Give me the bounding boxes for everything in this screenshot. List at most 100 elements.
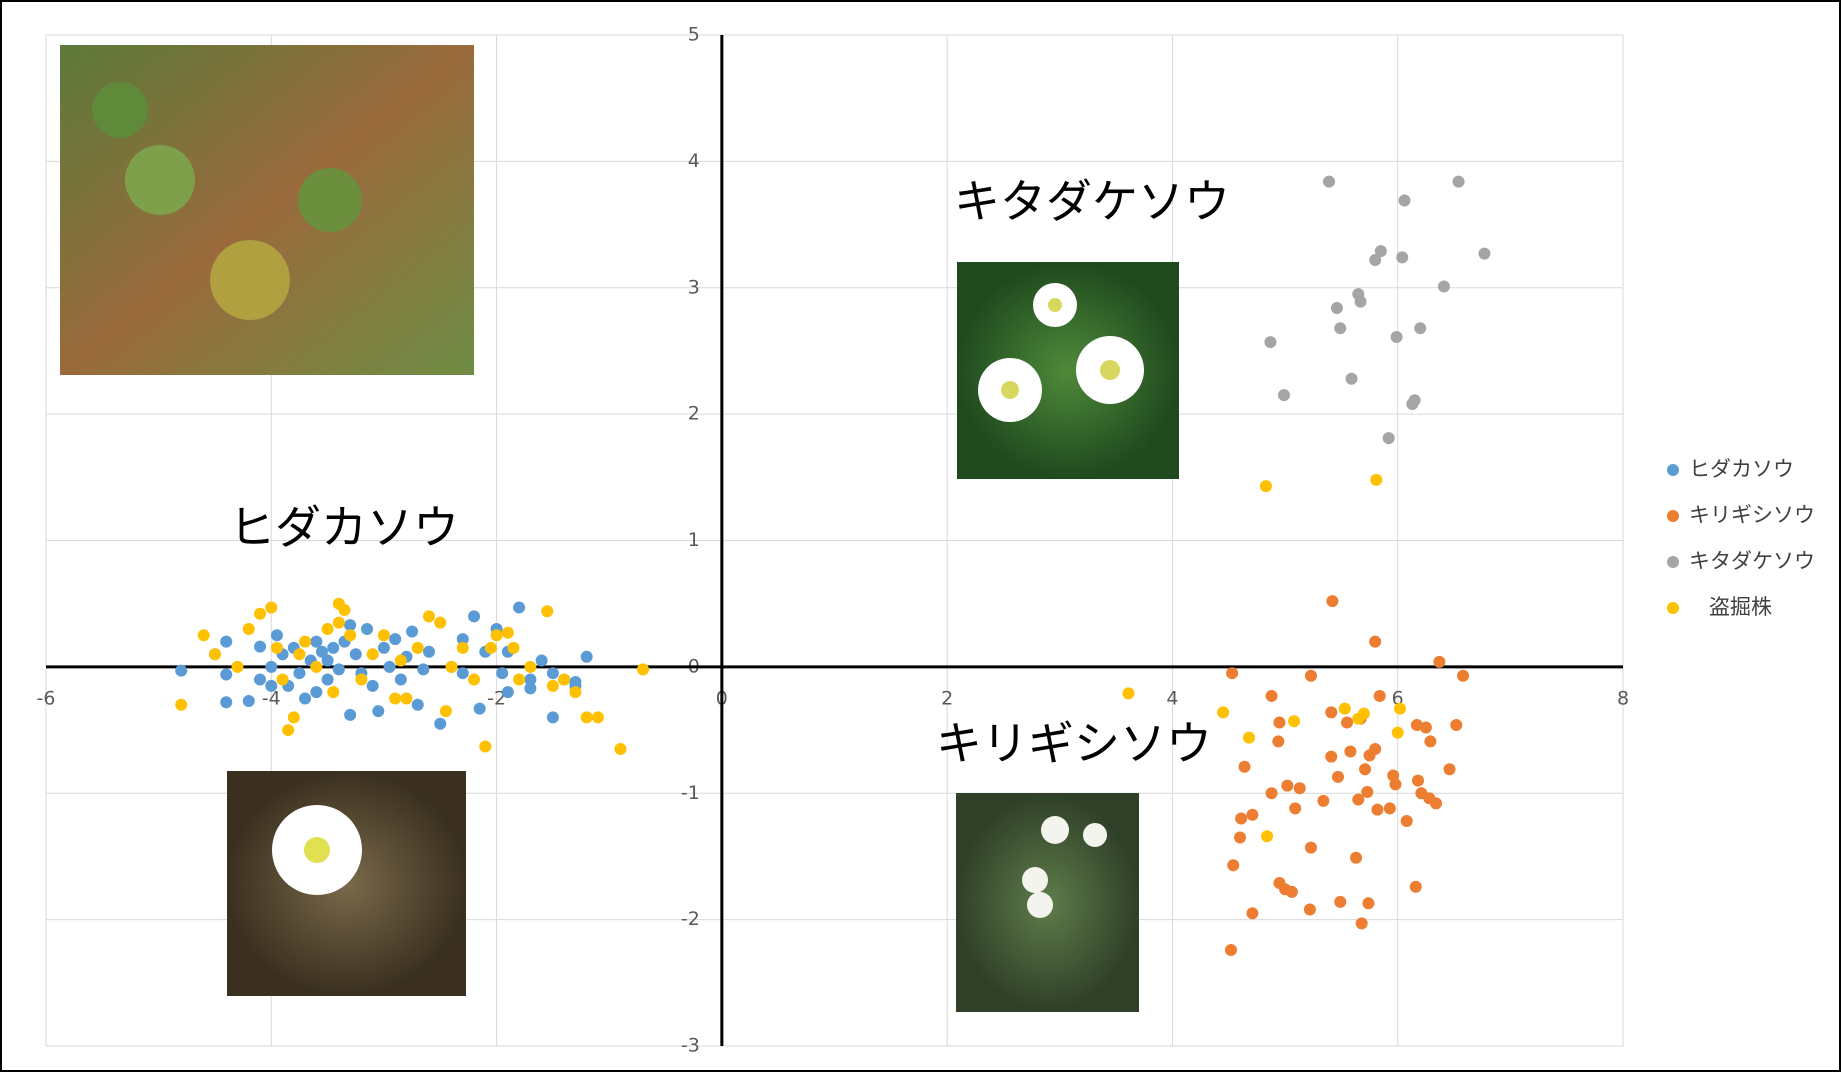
point bbox=[1373, 689, 1386, 702]
point bbox=[1393, 702, 1406, 715]
point bbox=[220, 635, 233, 648]
legend-marker bbox=[1667, 510, 1679, 522]
point bbox=[1450, 719, 1463, 732]
point bbox=[580, 650, 593, 663]
point bbox=[1370, 473, 1383, 486]
point bbox=[1359, 763, 1372, 776]
point bbox=[513, 673, 526, 686]
point bbox=[445, 660, 458, 673]
point bbox=[355, 673, 368, 686]
point bbox=[1354, 295, 1367, 308]
photo-greenhouse bbox=[60, 45, 474, 375]
point bbox=[383, 660, 396, 673]
point bbox=[1433, 655, 1446, 668]
point bbox=[1261, 830, 1274, 843]
point bbox=[434, 616, 447, 629]
point bbox=[1357, 707, 1370, 720]
point bbox=[270, 641, 283, 654]
point bbox=[422, 645, 435, 658]
point bbox=[220, 696, 233, 709]
y-tick-label: 4 bbox=[688, 150, 700, 172]
point bbox=[287, 711, 300, 724]
y-tick-label: -1 bbox=[681, 782, 700, 804]
legend-label: キリギシソウ bbox=[1689, 503, 1815, 527]
point bbox=[456, 667, 469, 680]
point bbox=[1226, 667, 1239, 680]
point bbox=[1243, 731, 1256, 744]
point bbox=[344, 619, 357, 632]
legend-marker bbox=[1667, 602, 1679, 614]
point bbox=[1265, 689, 1278, 702]
point bbox=[1352, 793, 1365, 806]
legend-label: ヒダカソウ bbox=[1689, 457, 1794, 481]
point bbox=[501, 686, 514, 699]
point bbox=[1478, 247, 1491, 260]
point bbox=[293, 667, 306, 680]
point bbox=[389, 633, 402, 646]
point bbox=[197, 629, 210, 642]
point bbox=[1317, 794, 1330, 807]
point bbox=[524, 660, 537, 673]
point bbox=[406, 625, 419, 638]
point bbox=[501, 626, 514, 639]
point bbox=[1437, 280, 1450, 293]
point bbox=[327, 686, 340, 699]
point bbox=[1362, 897, 1375, 910]
point bbox=[1338, 702, 1351, 715]
x-tick-label: -4 bbox=[262, 687, 281, 709]
point bbox=[524, 682, 537, 695]
point bbox=[1246, 808, 1259, 821]
x-tick-label: 2 bbox=[941, 687, 953, 709]
photo-kitadakesou bbox=[957, 262, 1179, 479]
point bbox=[1273, 716, 1286, 729]
point bbox=[1398, 194, 1411, 207]
point bbox=[1325, 706, 1338, 719]
point bbox=[1217, 706, 1230, 719]
point bbox=[270, 629, 283, 642]
point bbox=[468, 610, 481, 623]
annotation: キリギシソウ bbox=[936, 717, 1212, 771]
point bbox=[1457, 669, 1470, 682]
photo-hidakasou bbox=[227, 771, 466, 996]
point bbox=[344, 708, 357, 721]
point bbox=[1414, 322, 1427, 335]
point bbox=[310, 635, 323, 648]
point bbox=[220, 668, 233, 681]
point bbox=[1424, 735, 1437, 748]
point bbox=[1341, 716, 1354, 729]
point bbox=[254, 640, 267, 653]
point bbox=[1288, 715, 1301, 728]
point bbox=[175, 698, 188, 711]
point bbox=[1259, 480, 1272, 493]
point bbox=[1443, 763, 1456, 776]
point bbox=[456, 633, 469, 646]
point bbox=[524, 673, 537, 686]
point bbox=[558, 673, 571, 686]
x-tick-label: 8 bbox=[1617, 687, 1629, 709]
point bbox=[1361, 785, 1374, 798]
point bbox=[591, 711, 604, 724]
point bbox=[535, 654, 548, 667]
point bbox=[310, 686, 323, 699]
point bbox=[484, 641, 497, 654]
y-tick-label: 1 bbox=[688, 529, 700, 551]
point bbox=[1285, 885, 1298, 898]
point bbox=[1383, 802, 1396, 815]
point bbox=[231, 660, 244, 673]
point bbox=[372, 705, 385, 718]
legend-label: キタダケソウ bbox=[1689, 549, 1815, 573]
point bbox=[1227, 859, 1240, 872]
point bbox=[1277, 389, 1290, 402]
annotation: キタダケソウ bbox=[954, 175, 1230, 229]
point bbox=[400, 692, 413, 705]
point bbox=[293, 648, 306, 661]
point bbox=[411, 641, 424, 654]
point bbox=[265, 679, 278, 692]
point bbox=[1396, 251, 1409, 264]
point bbox=[1325, 750, 1338, 763]
point bbox=[1369, 635, 1382, 648]
point bbox=[366, 648, 379, 661]
point bbox=[394, 673, 407, 686]
point bbox=[254, 673, 267, 686]
point bbox=[1391, 726, 1404, 739]
